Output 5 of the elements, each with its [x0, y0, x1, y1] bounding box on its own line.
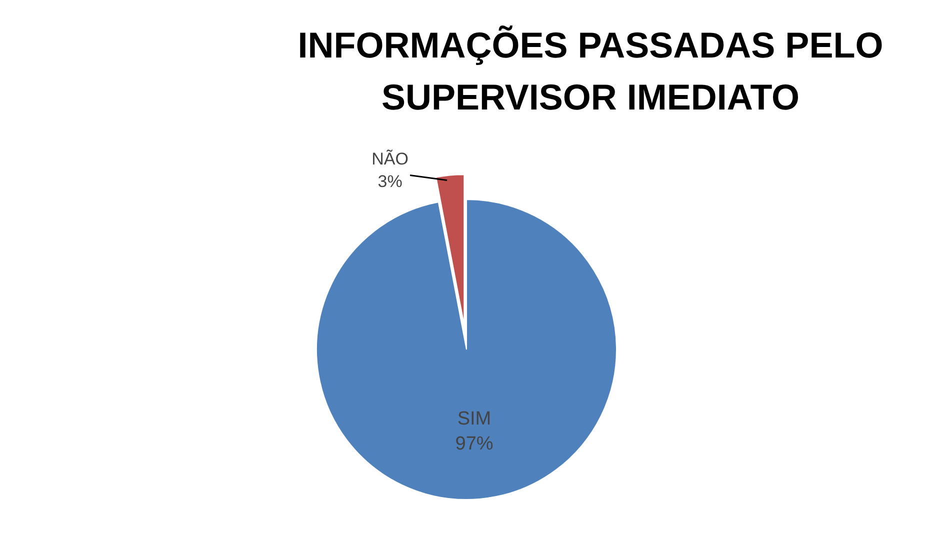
chart-title: INFORMAÇÕES PASSADAS PELO SUPERVISOR IMEDIATO	[298, 24, 884, 118]
slice-label: SIM	[457, 408, 492, 430]
slice-label: NÃO	[372, 149, 408, 168]
data-label: 3%	[378, 172, 402, 192]
data-label: 97%	[455, 434, 494, 455]
